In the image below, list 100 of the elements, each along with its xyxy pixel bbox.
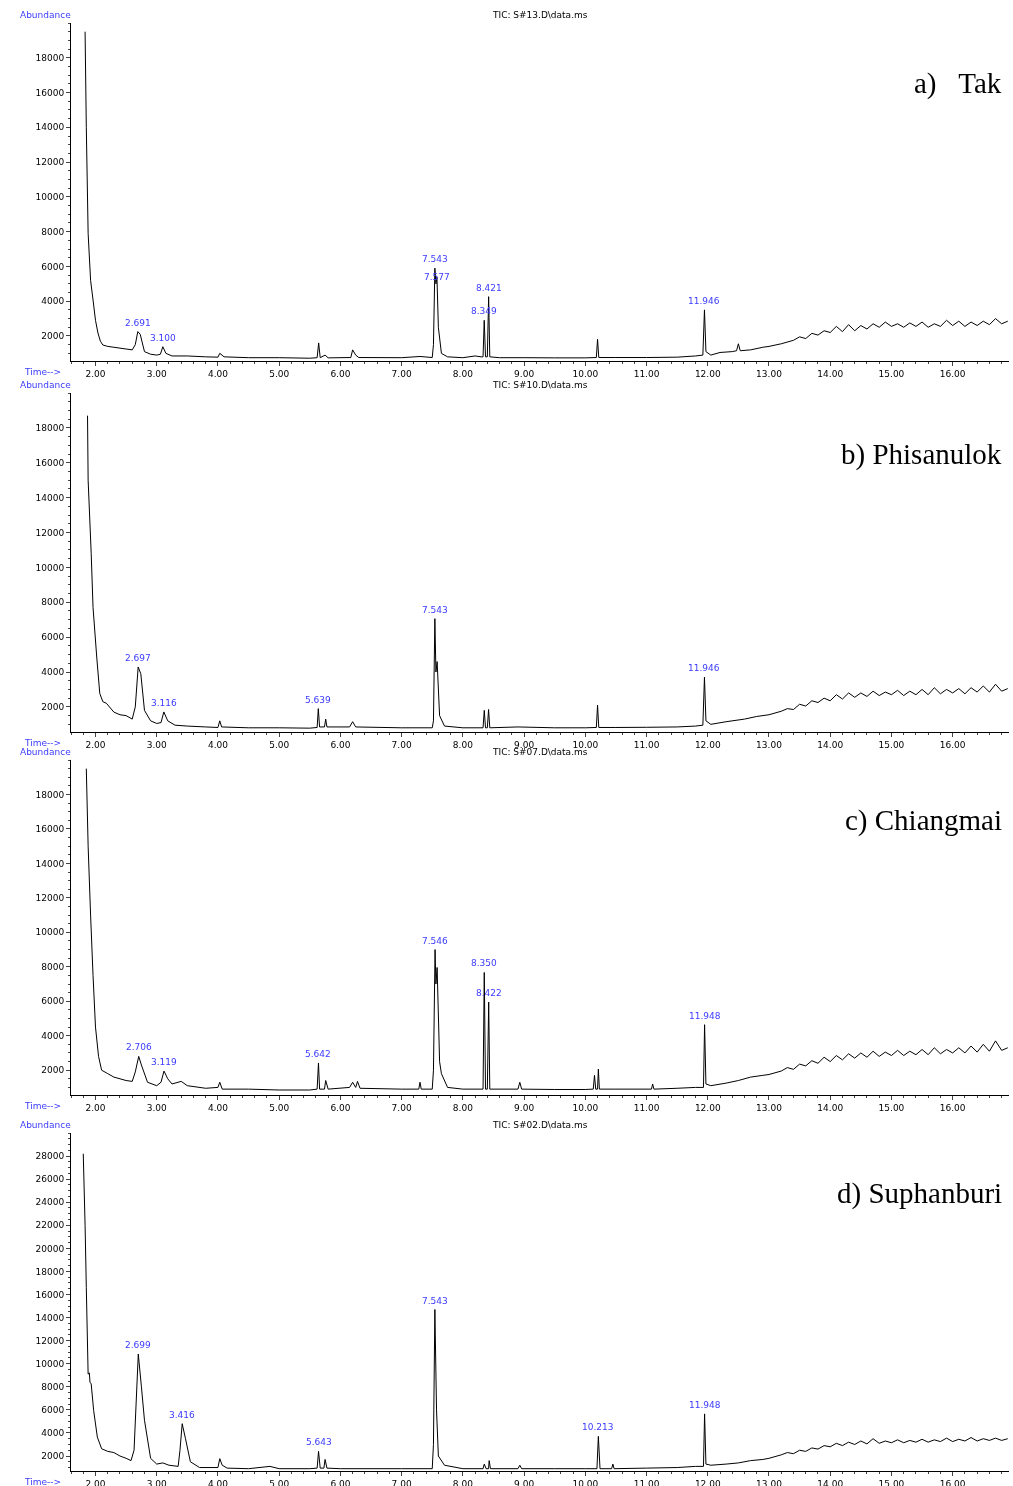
y-tick-label: 16000 [35,1289,65,1300]
y-tick-label: 4000 [41,667,65,678]
y-tick-label: 6000 [41,1405,65,1416]
x-tick-label: 13.00 [756,1102,783,1113]
y-tick-label: 14000 [35,122,65,133]
y-tick-label: 10000 [35,927,65,938]
y-tick-label: 8000 [41,226,65,237]
y-tick-label: 12000 [35,527,65,538]
x-tick-label: 16.00 [939,1478,966,1486]
y-tick-label: 12000 [35,893,65,904]
x-tick-label: 12.00 [694,368,721,379]
y-tick-label: 18000 [35,1266,65,1277]
annotation: 5.643 [306,1437,332,1447]
x-tick-label: 10.00 [572,739,599,750]
y-tick-label: 28000 [35,1151,65,1162]
y-tick-label: 18000 [35,52,65,63]
annotation: 3.416 [169,1410,196,1420]
y-tick-label: 6000 [41,261,65,272]
y-tick-label: 12000 [35,157,65,168]
x-tick-label: 6.00 [330,739,351,750]
x-axis-title: Time--> [24,1101,62,1111]
annotation: 8.350 [471,958,498,968]
x-tick-label: 16.00 [939,368,966,379]
y-tick-label: 2000 [41,1065,65,1076]
x-tick-label: 7.00 [391,739,412,750]
y-tick-label: 10000 [35,1358,65,1369]
x-tick-label: 11.00 [633,368,660,379]
x-tick-label: 5.00 [269,1478,290,1486]
annotation: c) Chiangmai [845,804,1003,837]
y-tick-label: 26000 [35,1174,65,1185]
line-series [84,31,1009,359]
x-tick-label: 9.00 [514,1478,535,1486]
annotation: 11.946 [688,296,720,306]
y-axis-title: Abundance [20,10,72,20]
y-tick-label: 2000 [41,1451,65,1462]
x-tick-label: 15.00 [878,1102,905,1113]
y-tick-label: 6000 [41,996,65,1007]
x-tick-label: 4.00 [207,1102,229,1113]
x-tick-label: 13.00 [756,368,783,379]
y-tick-label: 14000 [35,492,65,503]
y-tick-label: 4000 [41,1428,65,1439]
annotation: 7.543 [422,605,448,615]
x-tick-label: 3.00 [146,368,168,379]
y-axis-title: Abundance [20,747,72,757]
y-tick-label: 20000 [35,1243,65,1254]
x-tick-label: 10.00 [572,368,599,379]
x-tick-label: 8.00 [452,1478,474,1486]
x-tick-label: 3.00 [146,1478,168,1486]
x-tick-label: 5.00 [269,739,290,750]
x-tick-label: 7.00 [391,1478,412,1486]
y-tick-label: 10000 [35,562,65,573]
x-tick-label: 9.00 [514,368,535,379]
annotation: 10.213 [582,1422,614,1432]
y-tick-label: 14000 [35,858,65,869]
line-series [87,415,1009,729]
x-tick-label: 14.00 [817,1478,844,1486]
x-tick-label: 14.00 [817,1102,844,1113]
annotation: 8.421 [476,283,502,293]
y-tick-label: 24000 [35,1197,65,1208]
x-tick-label: 15.00 [878,739,905,750]
x-tick-label: 4.00 [207,739,229,750]
x-tick-label: 6.00 [330,1478,351,1486]
annotation: a) Tak [914,67,1002,100]
x-axis-title: Time--> [24,738,62,748]
x-tick-label: 8.00 [452,1102,474,1113]
x-axis-title: Time--> [24,1477,62,1486]
x-tick-label: 16.00 [939,1102,966,1113]
x-tick-label: 12.00 [694,1478,721,1486]
annotation: 11.948 [689,1011,721,1021]
x-tick-label: 8.00 [452,368,474,379]
x-tick-label: 2.00 [85,1478,106,1486]
x-tick-label: 12.00 [694,739,721,750]
y-tick-label: 16000 [35,824,65,835]
y-tick-label: 6000 [41,632,65,643]
x-tick-label: 4.00 [207,1478,229,1486]
x-tick-label: 7.00 [391,368,412,379]
x-tick-label: 6.00 [330,1102,351,1113]
x-tick-label: 7.00 [391,1102,412,1113]
y-axis-title: Abundance [20,1120,72,1130]
y-tick-label: 10000 [35,192,65,203]
y-tick-label: 22000 [35,1220,65,1231]
x-tick-label: 16.00 [939,739,966,750]
y-tick-label: 2000 [41,331,65,342]
annotation: 3.100 [150,333,177,343]
chart-title: TIC: S#10.D\data.ms [492,380,588,390]
x-tick-label: 15.00 [878,368,905,379]
x-tick-label: 14.00 [817,368,844,379]
x-tick-label: 14.00 [817,739,844,750]
x-tick-label: 5.00 [269,368,290,379]
chart-title: TIC: S#07.D\data.ms [492,747,588,757]
annotation: b) Phisanulok [841,438,1002,471]
x-tick-label: 3.00 [146,739,168,750]
x-tick-label: 3.00 [146,1102,168,1113]
x-tick-label: 10.00 [572,1102,599,1113]
y-tick-label: 2000 [41,702,65,713]
x-tick-label: 2.00 [85,739,106,750]
x-tick-label: 8.00 [452,739,474,750]
annotation: 3.119 [151,1057,178,1067]
x-tick-label: 5.00 [269,1102,290,1113]
x-tick-label: 4.00 [207,368,229,379]
